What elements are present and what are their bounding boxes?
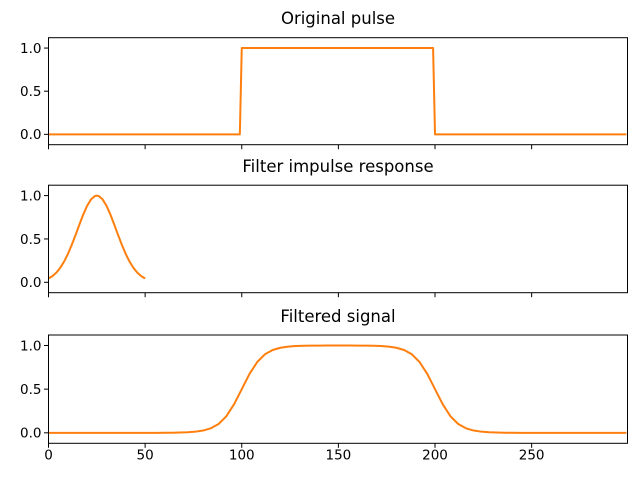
x-tick-label: 250 <box>519 448 545 464</box>
y-tick-label: 0.5 <box>20 382 41 398</box>
x-tick-label: 0 <box>44 448 53 464</box>
x-tick-label: 50 <box>137 448 154 464</box>
plot-border <box>48 37 628 146</box>
subplot-2-axes: 0.0 0.5 1.0 <box>20 184 628 298</box>
x-tick-label: 150 <box>325 448 351 464</box>
data-line <box>48 344 627 434</box>
subplot-3-axes: 0 50 100 150 200 250 0.0 0.5 1.0 <box>20 334 628 464</box>
subplot-1-title: Original pulse <box>280 9 396 28</box>
y-tick-label: 0.0 <box>20 426 41 442</box>
y-tick-label: 1.0 <box>20 338 41 354</box>
y-tick-label: 1.0 <box>20 188 41 204</box>
subplot-3-title: Filtered signal <box>280 307 396 326</box>
subplot-1-axes: 0.0 0.5 1.0 <box>20 37 628 150</box>
y-tick-label: 1.0 <box>20 41 41 57</box>
x-tick-label: 100 <box>229 448 255 464</box>
y-tick-label: 0.5 <box>20 84 41 100</box>
x-tick-label: 200 <box>422 448 448 464</box>
y-tick-label: 0.0 <box>20 127 41 143</box>
data-line <box>47 194 146 280</box>
y-tick-label: 0.5 <box>20 232 41 248</box>
subplot-2-title: Filter impulse response <box>242 157 434 176</box>
y-tick-label: 0.0 <box>20 275 41 291</box>
data-line <box>48 47 627 136</box>
plot-border <box>48 184 628 294</box>
plot-border <box>48 334 628 444</box>
